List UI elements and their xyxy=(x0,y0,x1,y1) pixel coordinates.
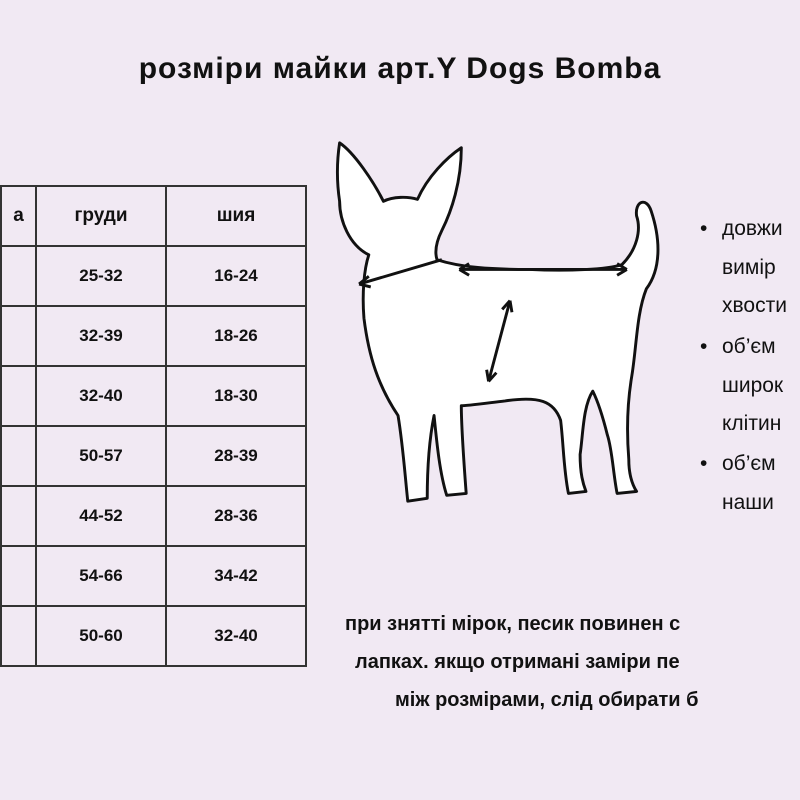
cell xyxy=(0,365,37,427)
cell: 28-39 xyxy=(165,425,307,487)
cell xyxy=(0,305,37,367)
cell: 32-40 xyxy=(35,365,167,427)
cell: 44-52 xyxy=(35,485,167,547)
table-row: 44-52 28-36 xyxy=(0,485,307,547)
cell xyxy=(0,605,37,667)
length-arrow xyxy=(458,262,628,277)
note-line: між розмірами, слід обирати б xyxy=(395,689,699,711)
neck-arrow xyxy=(358,258,443,289)
page-title: розміри майки арт.Y Dogs Bomba xyxy=(138,52,662,85)
cell xyxy=(0,485,37,547)
table-row: 32-39 18-26 xyxy=(0,305,307,367)
header-neck: шия xyxy=(165,185,307,247)
note-line: при знятті мірок, песик повинен с xyxy=(345,613,681,635)
cell: 16-24 xyxy=(165,245,307,307)
cell: 50-60 xyxy=(35,605,167,667)
table-row: 50-57 28-39 xyxy=(0,425,307,487)
bullet-line: хвости xyxy=(722,294,787,317)
table-row: 32-40 18-30 xyxy=(0,365,307,427)
cell xyxy=(0,245,37,307)
chest-arrow xyxy=(485,299,514,383)
bullet-line: об’єм xyxy=(722,452,776,475)
header-cell: а xyxy=(0,185,37,247)
table-header-row: а груди шия xyxy=(0,185,307,247)
table-row: 54-66 34-42 xyxy=(0,545,307,607)
bullet-line: довжи xyxy=(722,217,783,240)
cell: 34-42 xyxy=(165,545,307,607)
dog-measurement-illustration xyxy=(335,141,660,503)
bullet-icon: • xyxy=(700,217,708,240)
cell: 18-30 xyxy=(165,365,307,427)
bullet-line: клітин xyxy=(722,412,782,435)
bullet-icon: • xyxy=(700,335,708,358)
cell: 50-57 xyxy=(35,425,167,487)
cell: 32-40 xyxy=(165,605,307,667)
bullet-icon: • xyxy=(700,452,708,475)
bullet-line: наши xyxy=(722,490,774,514)
table-row: 50-60 32-40 xyxy=(0,605,307,667)
cell: 18-26 xyxy=(165,305,307,367)
cell: 54-66 xyxy=(35,545,167,607)
header-chest: груди xyxy=(35,185,167,247)
bullet-line: широк xyxy=(722,373,784,397)
cell: 32-39 xyxy=(35,305,167,367)
cell: 25-32 xyxy=(35,245,167,307)
cell: 28-36 xyxy=(165,485,307,547)
table-row: 25-32 16-24 xyxy=(0,245,307,307)
note-line: лапках. якщо отримані заміри пе xyxy=(355,651,680,673)
dog-silhouette xyxy=(335,141,660,503)
cell xyxy=(0,545,37,607)
cell xyxy=(0,425,37,487)
bullet-line: вимір xyxy=(722,255,776,279)
size-table: а груди шия 25-32 16-24 32-39 18-26 32-40 1… xyxy=(0,185,307,667)
bullet-line: об’єм xyxy=(722,335,776,358)
